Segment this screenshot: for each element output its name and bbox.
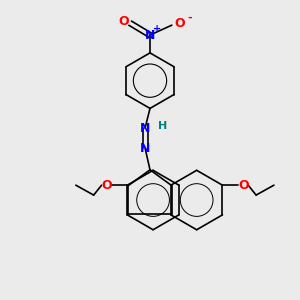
Text: +: + xyxy=(153,24,161,34)
Text: -: - xyxy=(187,12,192,22)
Text: O: O xyxy=(118,15,129,28)
Text: N: N xyxy=(140,142,150,154)
Text: O: O xyxy=(101,179,112,192)
Text: N: N xyxy=(140,122,150,135)
Text: O: O xyxy=(174,17,185,30)
Text: O: O xyxy=(238,179,248,192)
Text: H: H xyxy=(158,121,167,131)
Text: N: N xyxy=(145,28,155,42)
